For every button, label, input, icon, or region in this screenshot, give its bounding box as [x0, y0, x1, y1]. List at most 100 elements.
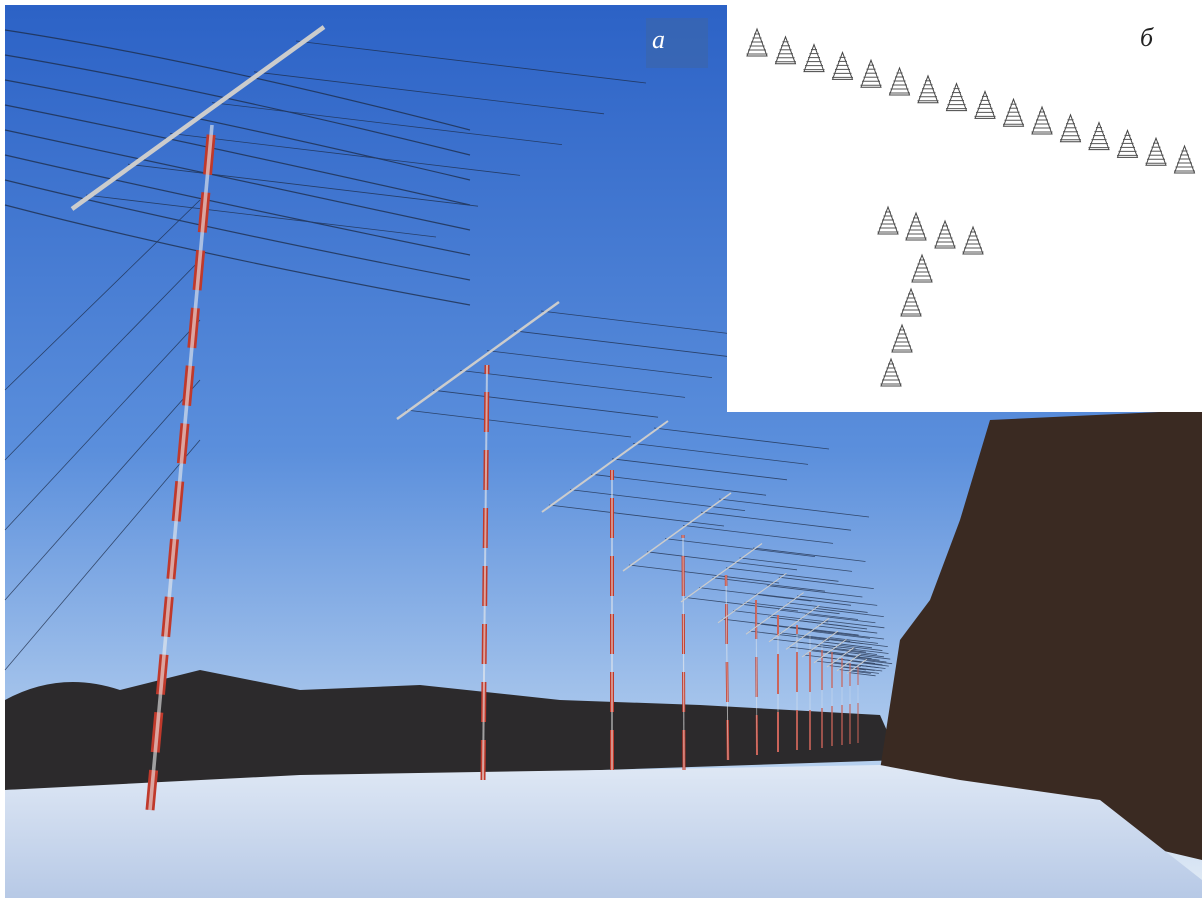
wire [4, 379, 201, 601]
wire [780, 632, 851, 642]
wire [755, 593, 852, 606]
wire [718, 498, 870, 518]
boom [717, 572, 787, 624]
boom [768, 604, 820, 643]
wire [857, 664, 886, 669]
wire [815, 660, 861, 667]
wire [833, 632, 885, 640]
wire [548, 504, 725, 527]
boom [813, 638, 847, 664]
wire [611, 458, 788, 481]
tower [755, 599, 758, 756]
wire [169, 133, 521, 176]
wire [432, 389, 659, 418]
wire [864, 660, 893, 665]
wire [459, 370, 686, 398]
wire [712, 577, 826, 592]
wire [4, 79, 471, 181]
boom [745, 592, 804, 635]
wire [4, 179, 471, 281]
wire [809, 630, 871, 639]
inset-panel [727, 0, 1202, 412]
wire [733, 610, 829, 623]
tower [148, 124, 214, 811]
wire [824, 620, 885, 629]
wire [854, 667, 883, 672]
wire [752, 547, 866, 562]
towers [70, 25, 868, 811]
label-b: б [1140, 23, 1154, 52]
wire [4, 104, 471, 206]
wire [739, 557, 853, 572]
wire [767, 585, 863, 598]
wire [787, 602, 868, 613]
label-box [646, 18, 708, 68]
wire [4, 129, 471, 231]
wire [127, 163, 479, 207]
wire [821, 641, 873, 649]
label-a: а [652, 25, 665, 54]
guy-wires [4, 29, 893, 677]
wire [405, 409, 632, 438]
wire [838, 669, 871, 674]
wire [861, 662, 889, 667]
wire [486, 350, 713, 378]
wire [4, 199, 201, 391]
wire [788, 626, 859, 636]
wire [828, 665, 867, 671]
wire [805, 613, 876, 624]
wire [831, 648, 878, 655]
snow [5, 765, 1202, 898]
wire [758, 623, 839, 634]
wire [682, 525, 834, 544]
wire [795, 641, 856, 650]
boom [785, 617, 830, 650]
forest [5, 670, 900, 790]
boom [801, 630, 839, 658]
wire [809, 650, 861, 657]
wire [685, 597, 799, 612]
boom [541, 420, 669, 513]
wire [850, 648, 889, 654]
wire [632, 443, 809, 465]
wire [813, 607, 884, 617]
wire [815, 645, 867, 653]
wire [4, 439, 201, 671]
boom [70, 25, 326, 211]
boom [622, 492, 732, 572]
wire [700, 511, 852, 531]
wire [646, 551, 798, 571]
wire [698, 587, 812, 602]
wire [827, 637, 879, 644]
boom [826, 647, 855, 668]
trees-right [880, 410, 1202, 860]
wire [85, 194, 437, 238]
tower [682, 534, 685, 771]
boom [836, 653, 861, 672]
wire [837, 644, 883, 651]
boom [680, 542, 763, 603]
wire [4, 259, 201, 461]
boom [396, 300, 560, 421]
wire [817, 625, 878, 634]
wire [851, 669, 879, 674]
wire [837, 658, 876, 664]
wire [826, 652, 872, 659]
wire [295, 40, 647, 84]
tower [482, 364, 488, 781]
wire [725, 567, 839, 582]
wire [4, 54, 471, 156]
wire [797, 595, 878, 606]
wire [4, 154, 471, 256]
wire [853, 657, 887, 663]
wire [653, 427, 830, 450]
wire [744, 601, 840, 615]
wire [628, 564, 780, 584]
wire [569, 489, 746, 511]
wire [590, 473, 767, 496]
boom [846, 658, 868, 675]
wire [664, 538, 816, 557]
wire [749, 630, 830, 641]
